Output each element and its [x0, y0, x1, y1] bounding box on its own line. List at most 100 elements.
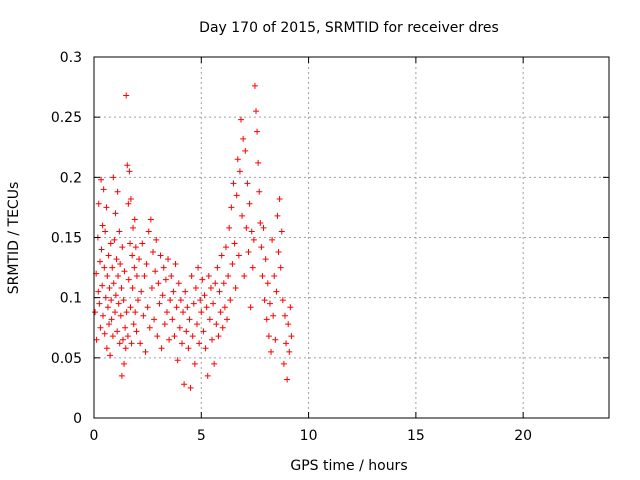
data-point: [100, 312, 107, 319]
data-point: [165, 256, 172, 263]
data-point: [213, 321, 220, 328]
data-point: [185, 345, 192, 352]
data-point: [103, 345, 110, 352]
data-point: [119, 336, 126, 343]
data-point: [249, 264, 256, 271]
x-tick-label: 5: [197, 428, 206, 444]
grid: [94, 57, 609, 418]
data-point: [287, 304, 294, 311]
data-point: [261, 297, 268, 304]
data-point: [195, 264, 202, 271]
data-point: [112, 292, 119, 299]
data-point: [180, 309, 187, 316]
data-point: [270, 312, 277, 319]
x-tick-label: 20: [514, 428, 532, 444]
data-point: [209, 336, 216, 343]
data-point: [174, 357, 181, 364]
data-point: [275, 248, 282, 255]
data-point: [112, 309, 119, 316]
data-point: [159, 292, 166, 299]
data-point: [281, 312, 288, 319]
data-point: [106, 285, 113, 292]
data-point: [150, 248, 157, 255]
data-point: [248, 228, 255, 235]
data-point: [151, 316, 158, 323]
data-point: [112, 210, 119, 217]
data-point: [228, 204, 235, 211]
data-point: [110, 174, 117, 181]
y-tick-label: 0.3: [60, 50, 82, 66]
data-point: [133, 273, 140, 280]
data-point: [231, 240, 238, 247]
data-point: [123, 309, 130, 316]
data-point: [284, 376, 291, 383]
data-point: [283, 340, 290, 347]
data-point: [192, 285, 199, 292]
data-point: [111, 236, 118, 243]
data-point: [97, 258, 104, 265]
data-point: [205, 273, 212, 280]
data-point: [239, 212, 246, 219]
data-point: [191, 360, 198, 367]
data-point: [234, 156, 241, 163]
data-point: [97, 324, 104, 331]
data-point: [277, 264, 284, 271]
data-point: [176, 324, 183, 331]
data-point: [113, 256, 120, 263]
data-point: [127, 304, 134, 311]
data-point: [147, 216, 154, 223]
data-point: [257, 220, 264, 227]
data-point: [241, 273, 248, 280]
data-point: [212, 280, 219, 287]
data-point: [218, 252, 225, 259]
data-point: [175, 280, 182, 287]
data-point: [131, 264, 138, 271]
data-point: [269, 236, 276, 243]
data-point: [285, 321, 292, 328]
data-point: [124, 333, 131, 340]
data-point: [204, 372, 211, 379]
data-point: [201, 292, 208, 299]
data-point: [109, 333, 116, 340]
data-point: [266, 300, 273, 307]
data-point: [194, 321, 200, 328]
data-point: [190, 300, 197, 307]
data-point: [125, 200, 132, 207]
data-point: [99, 282, 106, 289]
data-point: [264, 280, 271, 287]
data-point: [173, 304, 180, 311]
data-point: [235, 252, 242, 259]
data-point: [199, 276, 206, 283]
data-point: [145, 228, 152, 235]
data-point: [271, 273, 278, 280]
data-point: [144, 304, 151, 311]
data-point: [273, 288, 280, 295]
data-point: [118, 372, 125, 379]
y-tick-label: 0.2: [60, 170, 82, 186]
data-point: [288, 333, 295, 340]
data-point: [106, 321, 113, 328]
data-point: [122, 345, 129, 352]
data-point: [178, 340, 185, 347]
data-point: [214, 264, 221, 271]
data-point: [247, 304, 254, 311]
data-point: [251, 82, 258, 89]
data-point: [115, 273, 122, 280]
data-point: [99, 222, 106, 229]
data-point: [172, 260, 179, 267]
data-point: [202, 345, 209, 352]
data-point: [265, 333, 272, 340]
data-point: [262, 256, 269, 263]
data-point: [168, 273, 175, 280]
data-point: [139, 240, 146, 247]
data-point: [156, 300, 163, 307]
data-point: [207, 285, 214, 292]
data-point: [254, 128, 261, 135]
data-point: [109, 264, 116, 271]
data-point: [116, 228, 123, 235]
data-point: [125, 276, 132, 283]
data-point: [142, 348, 149, 355]
data-point: [186, 316, 193, 323]
data-point: [244, 180, 251, 187]
